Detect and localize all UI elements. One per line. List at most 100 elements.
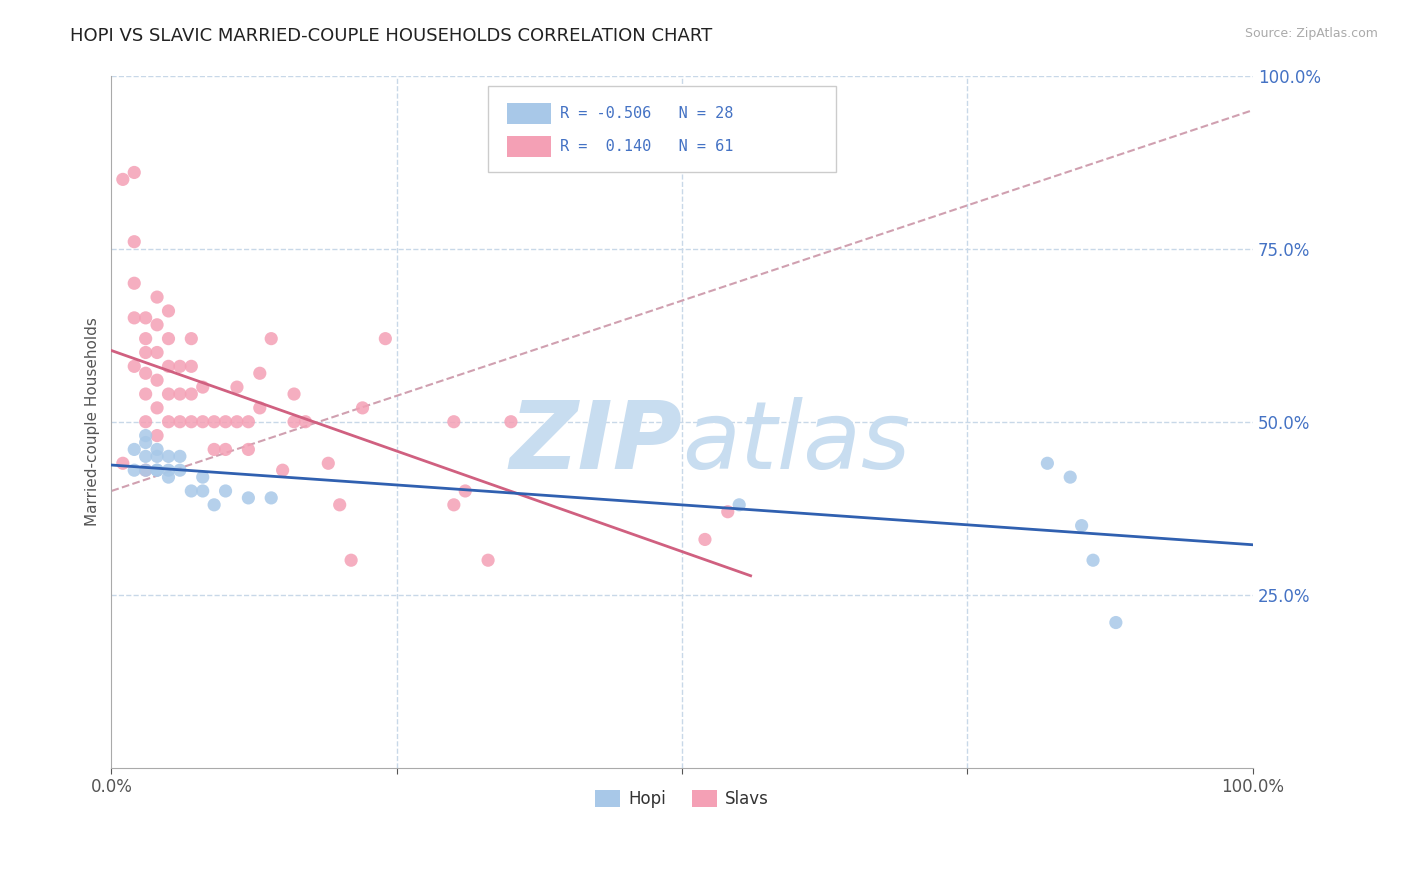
Point [191,380,214,394]
Point [1081,553,1104,567]
Point [249,401,271,415]
Point [180,483,202,498]
Point [329,498,352,512]
Point [238,491,260,505]
Point [122,310,145,325]
Point [169,415,191,429]
Point [122,277,145,291]
Point [294,415,316,429]
Point [260,332,283,346]
Point [202,442,225,457]
Point [146,463,169,477]
Point [157,463,180,477]
Point [157,470,180,484]
Point [717,505,740,519]
Point [214,442,236,457]
Point [122,463,145,477]
Point [1105,615,1128,630]
Point [693,533,716,547]
Point [214,483,236,498]
FancyBboxPatch shape [508,103,551,124]
Point [260,491,283,505]
Point [340,553,363,567]
Point [122,165,145,179]
Point [146,463,169,477]
FancyBboxPatch shape [488,86,837,172]
Point [271,463,294,477]
Point [214,415,236,429]
Point [146,442,169,457]
Text: Source: ZipAtlas.com: Source: ZipAtlas.com [1244,27,1378,40]
Point [352,401,374,415]
Point [443,498,465,512]
Point [374,332,396,346]
FancyBboxPatch shape [508,136,551,156]
Point [169,387,191,401]
Point [157,415,180,429]
Point [135,345,157,359]
Point [157,304,180,318]
Point [180,359,202,374]
Point [477,553,499,567]
Point [169,450,191,464]
Point [122,359,145,374]
Point [443,415,465,429]
Point [238,415,260,429]
Point [135,463,157,477]
Point [135,435,157,450]
Text: R = -0.506   N = 28: R = -0.506 N = 28 [560,106,734,121]
Point [454,483,477,498]
Point [191,483,214,498]
Point [146,290,169,304]
Point [191,470,214,484]
Text: ZIP: ZIP [509,397,682,489]
Y-axis label: Married-couple Households: Married-couple Households [86,318,100,526]
Point [146,450,169,464]
Text: HOPI VS SLAVIC MARRIED-COUPLE HOUSEHOLDS CORRELATION CHART: HOPI VS SLAVIC MARRIED-COUPLE HOUSEHOLDS… [70,27,713,45]
Point [191,415,214,429]
Point [499,415,522,429]
Point [249,366,271,380]
Point [316,456,339,470]
Point [238,442,260,457]
Point [135,387,157,401]
Point [122,235,145,249]
Point [226,415,249,429]
Point [157,332,180,346]
Point [180,415,202,429]
Point [169,359,191,374]
Point [146,318,169,332]
Point [157,359,180,374]
Point [146,373,169,387]
Point [1036,456,1059,470]
Point [157,387,180,401]
Point [226,380,249,394]
Point [122,442,145,457]
Point [283,415,305,429]
Legend: Hopi, Slavs: Hopi, Slavs [589,783,776,815]
Text: atlas: atlas [682,397,910,488]
Point [135,310,157,325]
Point [146,401,169,415]
Point [111,172,134,186]
Point [180,332,202,346]
Point [169,463,191,477]
Point [135,366,157,380]
Point [135,428,157,442]
Point [180,387,202,401]
Point [1070,518,1092,533]
Point [202,415,225,429]
Point [202,498,225,512]
Point [283,387,305,401]
Point [111,456,134,470]
Point [1059,470,1081,484]
Point [135,463,157,477]
Point [728,498,751,512]
Text: R =  0.140   N = 61: R = 0.140 N = 61 [560,138,734,153]
Point [135,332,157,346]
Point [146,428,169,442]
Point [135,450,157,464]
Point [135,415,157,429]
Point [157,450,180,464]
Point [146,345,169,359]
